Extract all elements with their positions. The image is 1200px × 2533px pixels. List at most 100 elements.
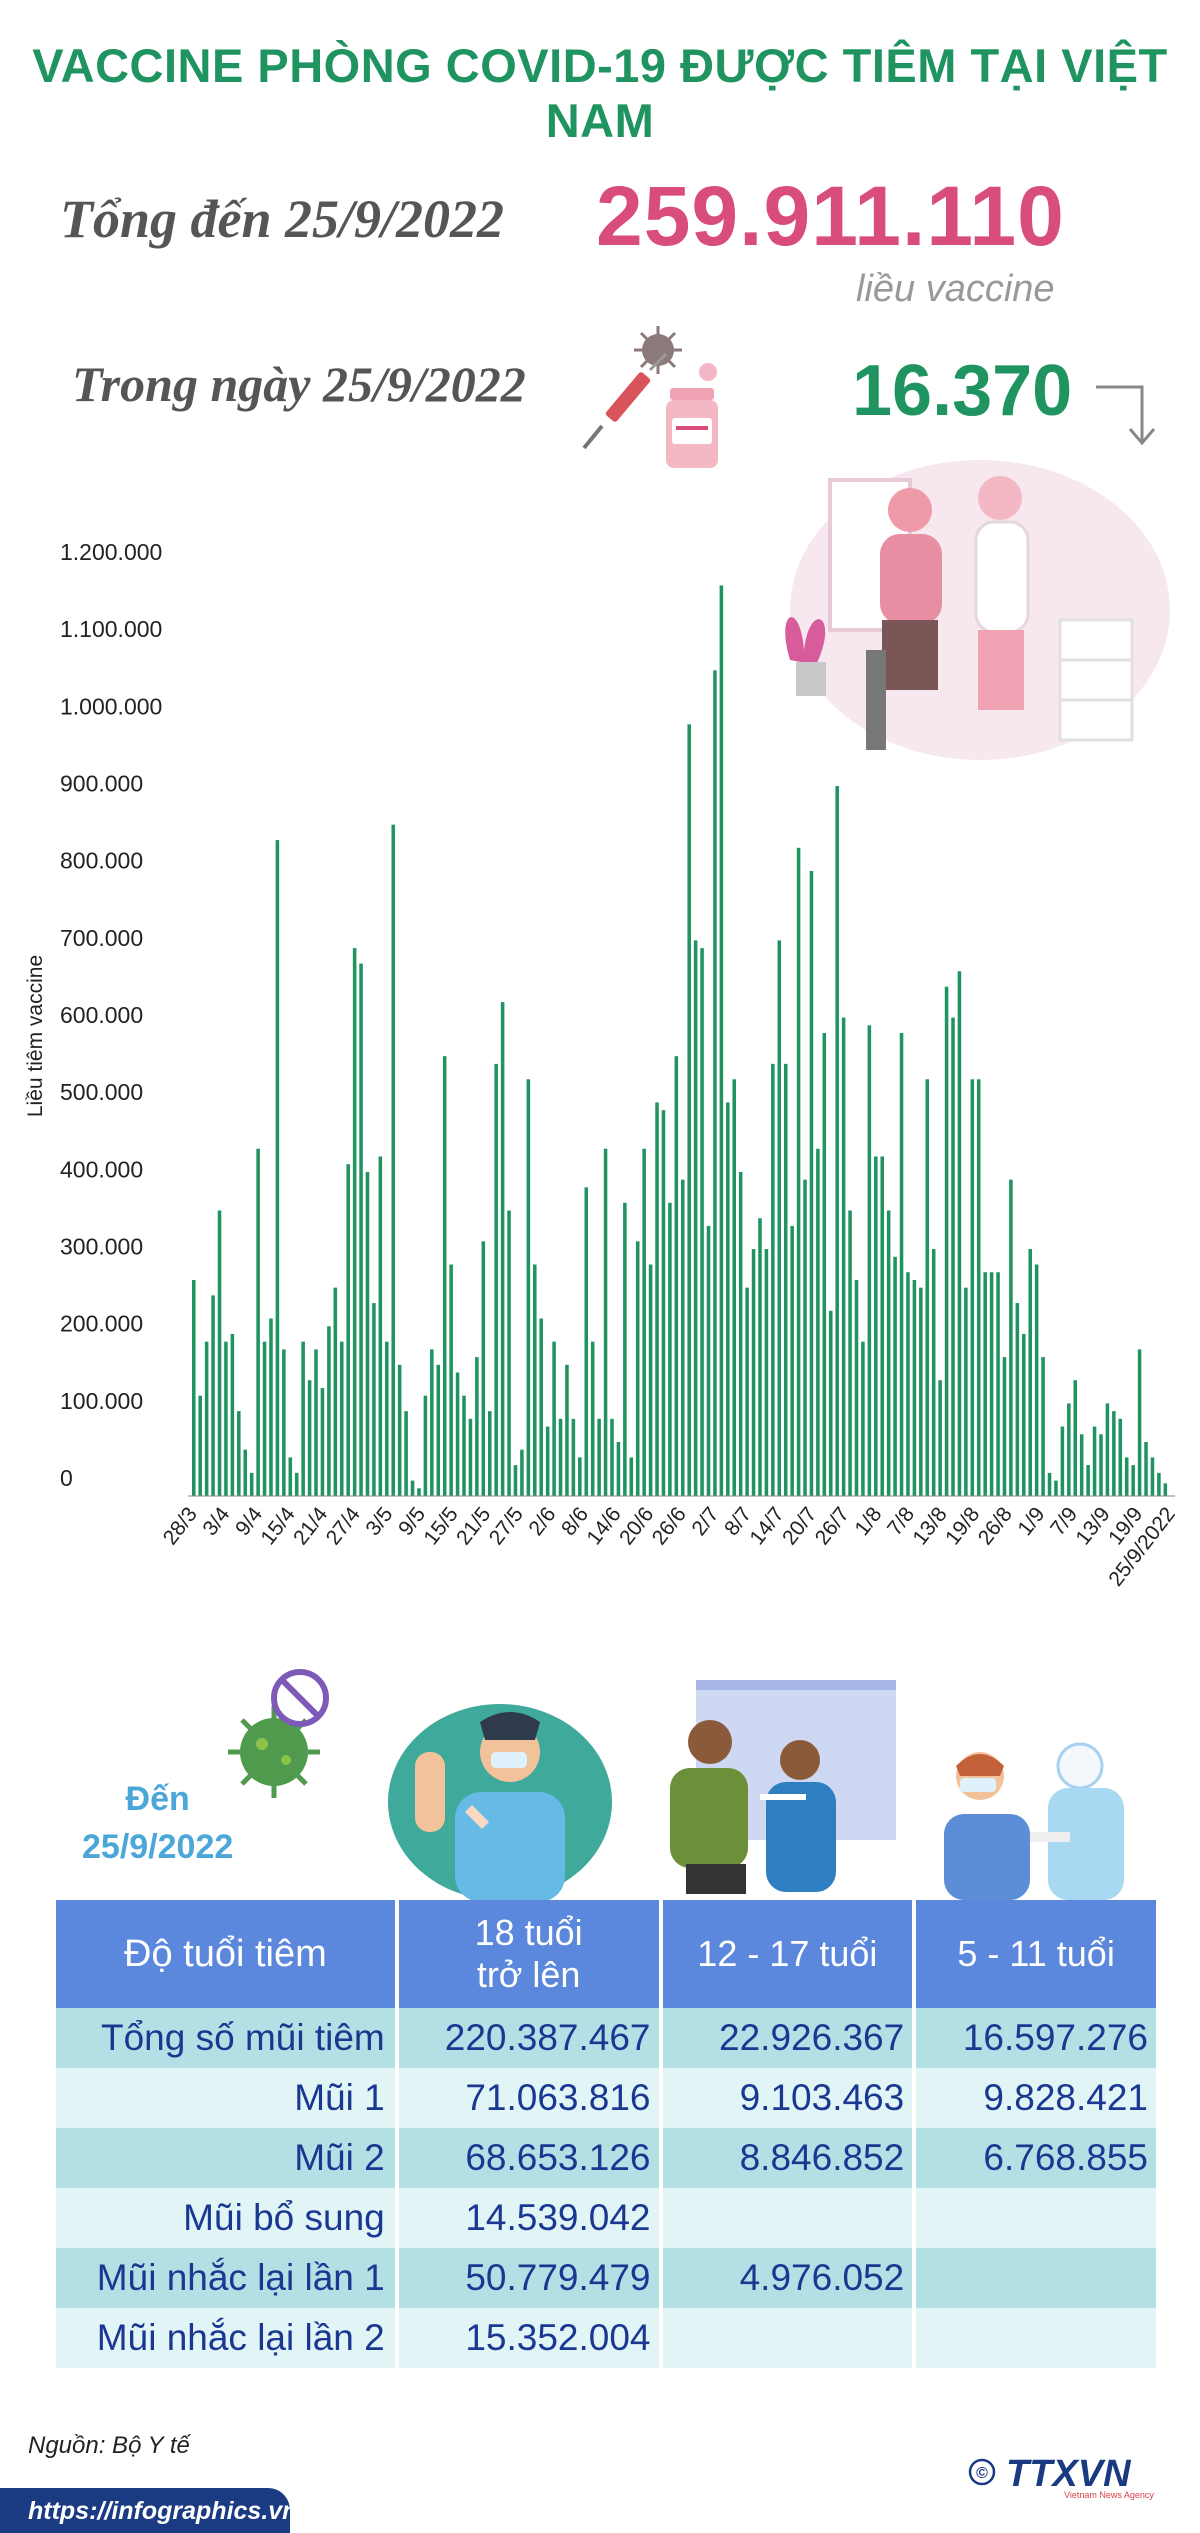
x-tick-label: 27/5 <box>485 1503 528 1549</box>
bar <box>713 670 717 1496</box>
bar <box>230 1333 235 1496</box>
bar <box>539 1318 543 1496</box>
bar <box>1041 1357 1045 1496</box>
bar <box>584 1187 589 1496</box>
x-tick-label: 14/7 <box>745 1503 788 1549</box>
arrow-down-icon <box>1096 385 1156 446</box>
bar <box>372 1303 376 1496</box>
vaccination-scene-illustration <box>785 460 1170 760</box>
header-18-plus-line2: trở lên <box>476 1954 581 1995</box>
bar <box>410 1480 415 1496</box>
bar <box>1028 1249 1032 1496</box>
bar <box>603 1148 608 1496</box>
bar <box>487 1411 492 1496</box>
source-url-link[interactable]: https://infographics.vn <box>0 2488 297 2533</box>
bar <box>1099 1434 1103 1496</box>
table-header-row: Độ tuổi tiêm 18 tuổi trở lên 12 - 17 tuổ… <box>56 1900 1156 2008</box>
x-tick-label: 19/8 <box>941 1503 984 1549</box>
x-tick-label: 3/4 <box>198 1503 234 1540</box>
bar <box>880 1156 884 1496</box>
age-section-date: Đến 25/9/2022 <box>82 1775 233 1871</box>
y-tick-label: 600.000 <box>60 1002 143 1028</box>
bar <box>925 1079 930 1496</box>
bar <box>1009 1179 1013 1496</box>
bar <box>944 986 949 1496</box>
source-note: Nguồn: Bộ Y tế <box>28 2432 190 2459</box>
total-value: 259.911.110 <box>596 169 1065 263</box>
bar <box>764 1249 769 1496</box>
bar <box>333 1287 338 1496</box>
table-row: Tổng số mũi tiêm 220.387.467 22.926.367 … <box>56 2008 1156 2068</box>
bar <box>301 1341 305 1496</box>
y-tick-label: 0 <box>60 1465 73 1491</box>
y-tick-label: 800.000 <box>60 848 143 874</box>
x-tick-label: 1/8 <box>850 1503 886 1540</box>
header-age-group-label: Độ tuổi tiêm <box>124 1933 327 1975</box>
bar <box>1137 1349 1142 1496</box>
cell-18-plus: 220.387.467 <box>398 2008 659 2068</box>
y-tick-label: 400.000 <box>60 1156 143 1182</box>
row-label: Tổng số mũi tiêm <box>56 2008 395 2068</box>
bar <box>745 1287 749 1496</box>
y-tick-label: 1.000.000 <box>60 693 162 719</box>
bar <box>192 1279 196 1496</box>
cell-12-17: 4.976.052 <box>662 2248 913 2308</box>
x-tick-label: 3/5 <box>361 1503 397 1540</box>
bar <box>610 1418 614 1496</box>
header-18-plus-line1: 18 tuổi <box>474 1912 583 1953</box>
cell-12-17 <box>662 2308 913 2368</box>
table-row: Mũi nhắc lại lần 2 15.352.004 <box>56 2308 1156 2368</box>
bar <box>417 1488 421 1496</box>
x-tick-label: 20/7 <box>778 1503 821 1549</box>
bar <box>1047 1472 1052 1496</box>
x-tick-label: 2/6 <box>524 1503 560 1540</box>
copyright-mark: © <box>976 2465 988 2482</box>
bar <box>430 1349 434 1496</box>
x-tick-label: 27/4 <box>322 1503 365 1550</box>
bar <box>848 1210 852 1496</box>
bar <box>906 1272 910 1496</box>
bar <box>494 1063 498 1496</box>
bar <box>912 1279 917 1496</box>
row-label: Mũi 2 <box>56 2128 395 2188</box>
bar <box>269 1318 273 1496</box>
bar <box>249 1472 254 1496</box>
cell-5-11: 9.828.421 <box>916 2068 1156 2128</box>
bar <box>623 1202 627 1496</box>
bar <box>629 1457 634 1496</box>
bar <box>874 1156 878 1496</box>
bar <box>719 585 724 1496</box>
vaccine-vial-icon <box>582 326 718 468</box>
bar <box>790 1225 794 1496</box>
cell-18-plus: 15.352.004 <box>398 2308 659 2368</box>
bar <box>1002 1357 1007 1496</box>
vaccine-doses-bar-chart: 0 100.000 200.000 300.000 400.000 500.000 600.… <box>24 540 1180 1591</box>
bar <box>1079 1434 1084 1496</box>
row-label: Mũi nhắc lại lần 2 <box>56 2308 395 2368</box>
bar <box>1022 1333 1026 1496</box>
bar <box>481 1241 486 1496</box>
bar <box>275 840 280 1496</box>
bar <box>262 1341 267 1496</box>
bar <box>571 1418 576 1496</box>
bar <box>533 1264 537 1496</box>
bar <box>732 1079 737 1496</box>
x-tick-label: 20/6 <box>615 1503 658 1549</box>
cell-18-plus: 68.653.126 <box>398 2128 659 2188</box>
bar <box>217 1210 222 1496</box>
bar <box>642 1148 646 1496</box>
bar <box>1118 1418 1123 1496</box>
bar <box>655 1102 659 1496</box>
bar <box>996 1272 1000 1496</box>
total-label: Tổng đến 25/9/2022 <box>60 189 505 249</box>
bar <box>1067 1403 1071 1496</box>
bar <box>693 940 698 1496</box>
bar <box>320 1387 325 1496</box>
plant-icon <box>785 617 826 696</box>
bar <box>423 1395 428 1496</box>
cell-18-plus: 71.063.816 <box>398 2068 659 2128</box>
y-axis-title: Liều tiêm vaccine <box>24 955 47 1117</box>
bar <box>648 1264 653 1496</box>
x-tick-label: 26/7 <box>811 1503 854 1549</box>
bar <box>957 971 962 1496</box>
